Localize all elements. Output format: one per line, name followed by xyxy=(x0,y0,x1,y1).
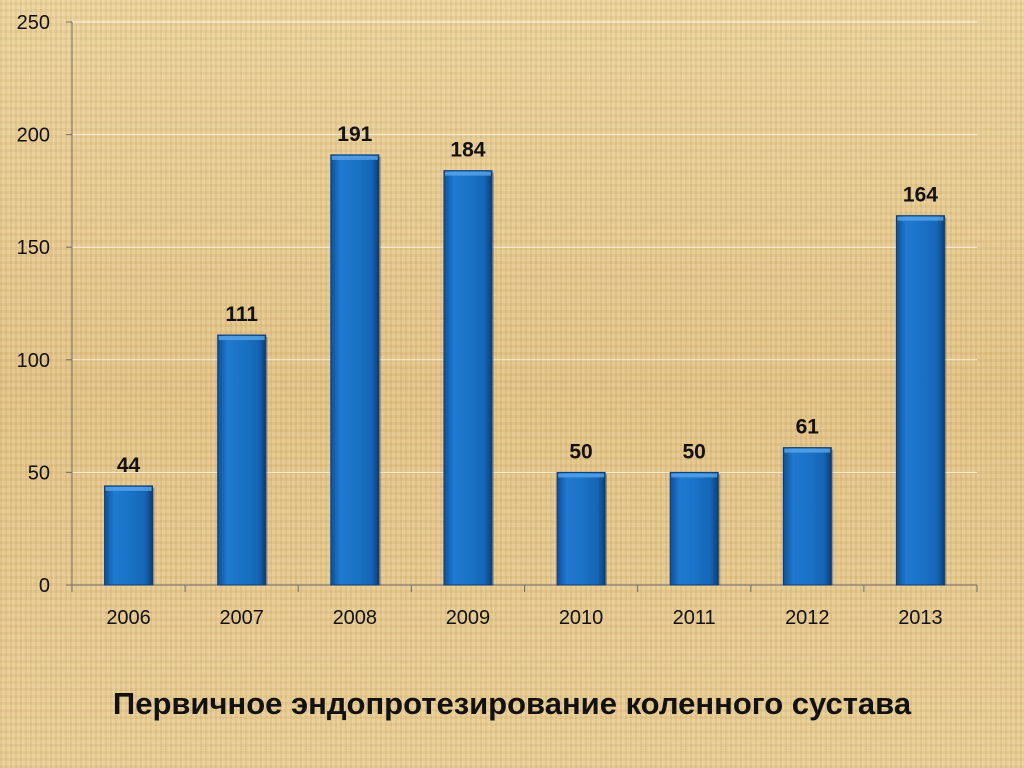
data-label: 111 xyxy=(225,303,258,326)
x-tick-label: 2008 xyxy=(333,607,378,629)
x-tick-label: 2007 xyxy=(219,607,264,629)
data-label: 191 xyxy=(337,123,372,146)
bar-highlight xyxy=(218,336,265,341)
bar-2010 xyxy=(556,471,606,586)
y-tick-label: 250 xyxy=(17,12,50,34)
x-tick-label: 2011 xyxy=(673,607,716,629)
data-label: 61 xyxy=(796,416,820,439)
bar-highlight xyxy=(784,448,831,453)
bar-highlight xyxy=(897,216,944,221)
data-label: 164 xyxy=(903,184,938,207)
data-label: 50 xyxy=(683,440,706,463)
bar-2012 xyxy=(782,447,832,586)
data-label: 44 xyxy=(117,454,141,477)
bar-2011 xyxy=(669,471,719,586)
bar-2013 xyxy=(895,215,945,586)
y-tick-label: 150 xyxy=(17,237,50,259)
y-tick-label: 50 xyxy=(28,462,50,484)
x-tick-label: 2006 xyxy=(106,607,151,629)
bar-highlight xyxy=(331,155,378,160)
chart-title: Первичное эндопротезирование коленного с… xyxy=(112,686,912,721)
bar-highlight xyxy=(671,473,718,478)
x-tick-label: 2010 xyxy=(559,607,604,629)
y-tick-label: 100 xyxy=(17,350,50,372)
bar-highlight xyxy=(105,486,152,491)
bar-2008 xyxy=(330,154,380,586)
x-tick-label: 2013 xyxy=(898,607,943,629)
x-tick-label: 2012 xyxy=(785,607,830,629)
y-tick-label: 200 xyxy=(17,125,50,147)
data-label: 50 xyxy=(569,440,592,463)
x-tick-label: 2009 xyxy=(446,607,491,629)
bar-2007 xyxy=(217,334,267,586)
bar-chart: 0 50 100 150 200 250 44 2006 111 2007 191 2008 184 2… xyxy=(17,12,978,629)
bar-2009 xyxy=(443,170,493,586)
bar-highlight xyxy=(558,473,605,478)
bar-2006 xyxy=(104,485,154,586)
y-tick-label: 0 xyxy=(39,575,50,597)
bar-highlight xyxy=(444,171,491,176)
data-label: 184 xyxy=(450,139,485,162)
